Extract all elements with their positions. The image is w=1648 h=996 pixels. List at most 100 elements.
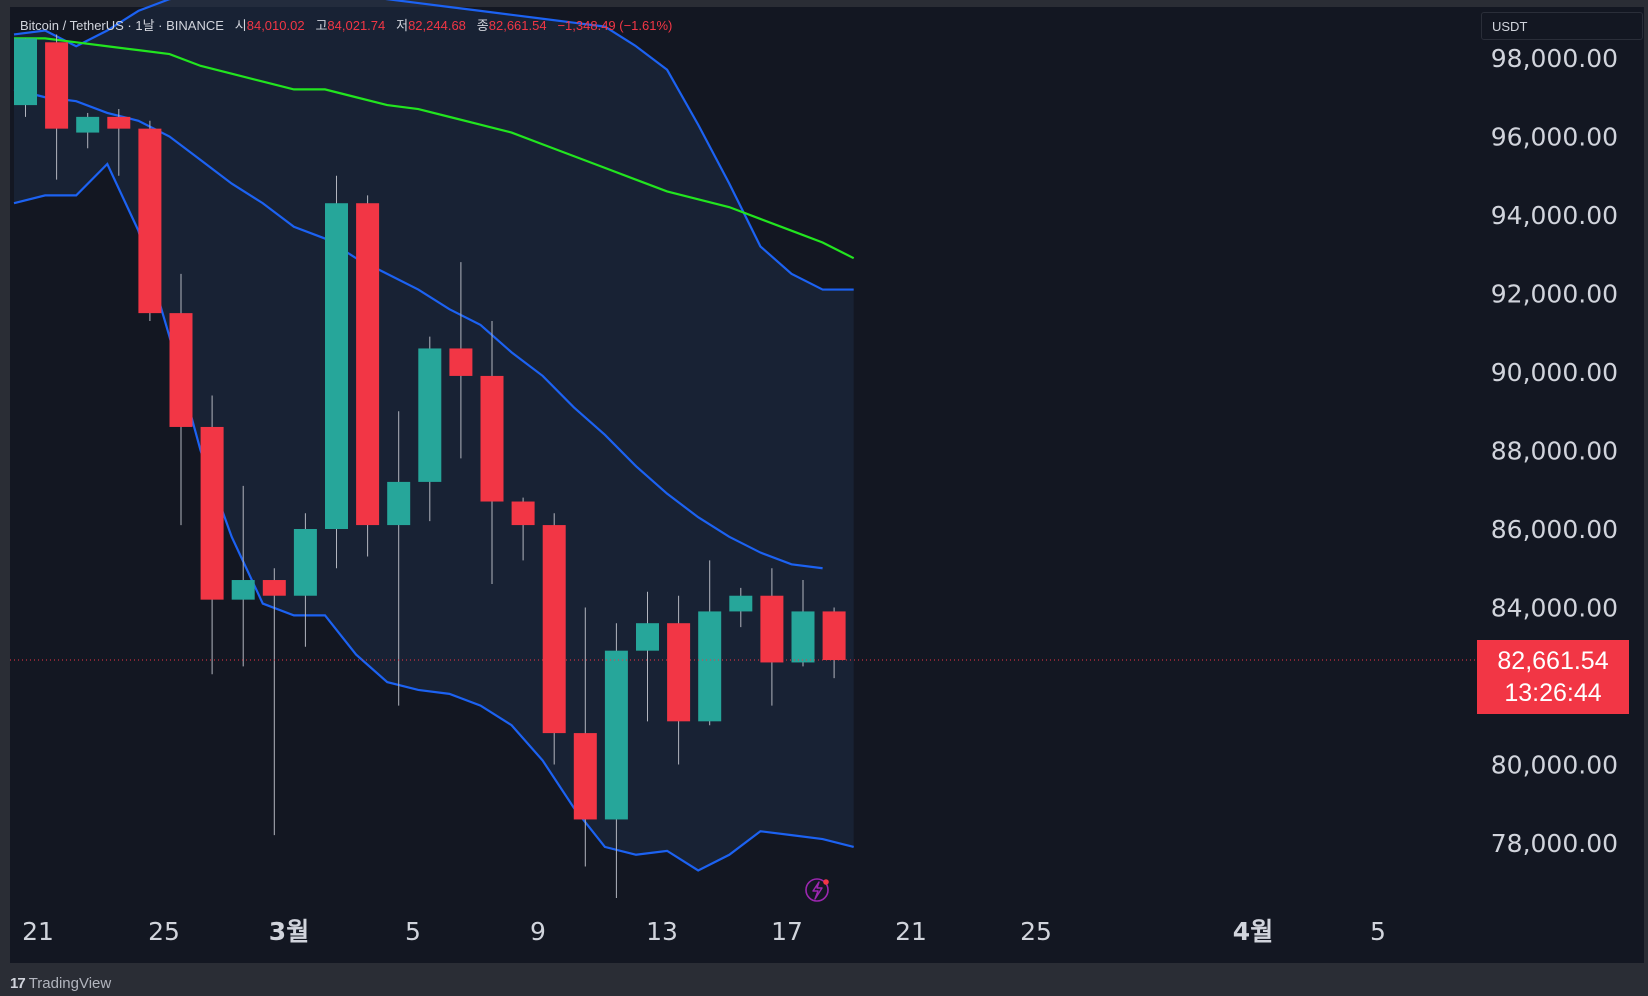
candle[interactable] xyxy=(138,120,162,321)
high-value: 84,021.74 xyxy=(327,18,386,33)
lightning-alert-icon[interactable] xyxy=(805,878,829,902)
candle[interactable] xyxy=(449,262,473,459)
close-value: 82,661.54 xyxy=(488,18,547,33)
price-axis-label: 94,000.00 xyxy=(1491,201,1618,230)
candle-body xyxy=(791,611,815,663)
time-axis-label: 4월 xyxy=(1233,917,1273,946)
candle-body xyxy=(573,733,597,820)
candle[interactable] xyxy=(107,109,131,176)
time-axis-label: 25 xyxy=(1020,917,1052,946)
time-axis-label: 21 xyxy=(22,917,54,946)
candle-body xyxy=(387,481,411,526)
price-axis-label: 96,000.00 xyxy=(1491,123,1618,152)
candle[interactable] xyxy=(14,38,37,117)
open-value: 84,010.02 xyxy=(246,18,305,33)
candle-body xyxy=(325,203,348,529)
price-axis-label: 90,000.00 xyxy=(1491,358,1618,387)
time-axis-label: 3월 xyxy=(269,917,309,946)
time-axis-label: 21 xyxy=(895,917,927,946)
chart-canvas[interactable]: 98,000.00 96,000.00 94,000.00 92,000.00 90,0… xyxy=(0,0,1648,966)
last-price-value: 82,661.54 xyxy=(1497,647,1609,675)
band-middle-line xyxy=(13,88,823,570)
candle[interactable] xyxy=(573,607,597,867)
price-axis-label: 92,000.00 xyxy=(1491,280,1618,309)
price-axis-label: 86,000.00 xyxy=(1491,515,1618,544)
candle-body xyxy=(729,595,753,612)
price-axis-label: 98,000.00 xyxy=(1491,44,1618,73)
candle[interactable] xyxy=(822,607,846,679)
candle-body xyxy=(138,128,162,314)
bar-countdown: 13:26:44 xyxy=(1504,679,1602,707)
open-label: 시 xyxy=(234,18,247,33)
price-axis: 98,000.00 96,000.00 94,000.00 92,000.00 90,0… xyxy=(1491,44,1618,858)
candle[interactable] xyxy=(418,336,442,522)
footer-bar xyxy=(0,966,1648,996)
time-axis-label: 13 xyxy=(646,917,678,946)
currency-button[interactable]: USDT xyxy=(1481,12,1643,40)
candle[interactable] xyxy=(760,568,784,706)
price-axis-label: 80,000.00 xyxy=(1491,751,1618,780)
candle[interactable] xyxy=(480,320,504,584)
candle-body xyxy=(76,116,100,133)
candle-body xyxy=(231,580,255,600)
candle[interactable] xyxy=(76,112,100,149)
candle[interactable] xyxy=(387,411,411,706)
symbol-legend: Bitcoin / TetherUS · 1날 · BINANCE 시84,01… xyxy=(20,15,672,34)
candle-body xyxy=(636,623,659,651)
candle[interactable] xyxy=(262,568,286,836)
candle-body xyxy=(760,595,784,663)
candle-body xyxy=(14,38,37,106)
high-label: 고 xyxy=(315,18,328,33)
candle-body xyxy=(293,529,317,596)
candle[interactable] xyxy=(231,485,255,667)
last-price-tag: 82,661.54 13:26:44 xyxy=(1477,640,1629,714)
candle[interactable] xyxy=(698,560,722,726)
candle[interactable] xyxy=(791,580,815,667)
time-axis-label: 9 xyxy=(530,917,546,946)
time-axis-label: 17 xyxy=(771,917,803,946)
candle[interactable] xyxy=(200,395,224,675)
time-axis: 21 25 3월 5 9 13 17 21 25 4월 5 xyxy=(22,917,1386,946)
candle-body xyxy=(418,348,442,482)
candle-body xyxy=(667,623,691,722)
candle-body xyxy=(356,203,380,526)
candles xyxy=(14,34,846,898)
low-label: 저 xyxy=(396,18,409,33)
price-axis-label: 84,000.00 xyxy=(1491,594,1618,623)
candle[interactable] xyxy=(293,513,317,647)
tradingview-label: TradingView xyxy=(28,975,112,992)
candle-body xyxy=(107,116,131,129)
candle[interactable] xyxy=(511,497,535,561)
candle-body xyxy=(169,313,193,427)
tradingview-logo[interactable]: 17 TradingView xyxy=(10,975,111,992)
candle[interactable] xyxy=(729,587,753,628)
candle[interactable] xyxy=(542,513,566,765)
band-upper-line xyxy=(13,0,854,291)
candle-body xyxy=(200,426,224,600)
price-axis-label: 78,000.00 xyxy=(1491,829,1618,858)
close-label: 종 xyxy=(476,18,489,33)
candle[interactable] xyxy=(636,591,659,722)
moving-average-line xyxy=(14,37,855,260)
candle-body xyxy=(511,501,535,526)
candle[interactable] xyxy=(325,175,348,569)
time-axis-label: 5 xyxy=(1370,917,1386,946)
candle[interactable] xyxy=(356,195,380,557)
candle-body xyxy=(542,525,566,734)
price-axis-label: 88,000.00 xyxy=(1491,437,1618,466)
time-axis-label: 25 xyxy=(148,917,180,946)
candle-body xyxy=(45,42,69,129)
candle-body xyxy=(822,611,846,661)
candle-body xyxy=(449,348,473,376)
candle[interactable] xyxy=(169,273,193,526)
tradingview-icon: 17 xyxy=(10,975,26,992)
candle[interactable] xyxy=(667,595,691,765)
candle[interactable] xyxy=(604,623,628,898)
low-value: 82,244.68 xyxy=(408,18,466,33)
change-value: −1,348.49 (−1.61%) xyxy=(557,18,673,33)
candle-body xyxy=(698,611,722,722)
candle[interactable] xyxy=(45,34,69,180)
symbol-title[interactable]: Bitcoin / TetherUS · 1날 · BINANCE xyxy=(20,18,224,33)
candle-body xyxy=(262,580,286,596)
